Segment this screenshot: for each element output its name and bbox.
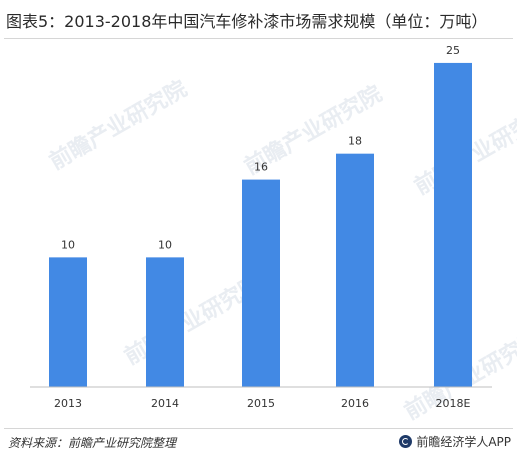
bars-group xyxy=(49,62,472,387)
x-tick-label: 2018E xyxy=(436,397,471,410)
bar-2014 xyxy=(146,257,184,387)
watermark-text: 前瞻产业研究院 xyxy=(45,76,191,176)
bar-2015 xyxy=(242,179,280,387)
x-tick-label: 2016 xyxy=(341,397,369,410)
x-tick-labels: 2013 2014 2015 2016 2018E xyxy=(54,397,471,410)
brand-credit: 前瞻经济学人APP xyxy=(399,433,511,450)
title-divider xyxy=(4,38,513,39)
bar-2016 xyxy=(336,153,374,387)
x-tick-label: 2013 xyxy=(54,397,82,410)
value-label: 25 xyxy=(446,44,460,57)
value-labels: 10 10 16 18 25 xyxy=(61,44,460,251)
x-tick-label: 2014 xyxy=(151,397,179,410)
source-note: 资料来源：前瞻产业研究院整理 xyxy=(8,436,177,450)
bar-2013 xyxy=(49,257,87,387)
footer-divider xyxy=(4,428,513,429)
brand-logo-icon xyxy=(399,435,413,448)
value-label: 16 xyxy=(254,161,268,174)
chart-title: 图表5：2013-2018年中国汽车修补漆市场需求规模（单位：万吨） xyxy=(6,12,488,31)
value-label: 10 xyxy=(158,238,172,251)
value-label: 18 xyxy=(348,135,362,148)
brand-text: 前瞻经济学人APP xyxy=(416,435,511,449)
x-tick-label: 2015 xyxy=(247,397,275,410)
value-label: 10 xyxy=(61,238,75,251)
bar-2018E xyxy=(434,62,472,387)
